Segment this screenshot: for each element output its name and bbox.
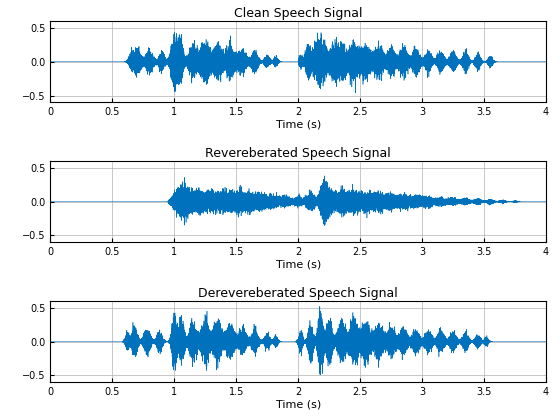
X-axis label: Time (s): Time (s)	[276, 400, 321, 410]
Title: Revereberated Speech Signal: Revereberated Speech Signal	[206, 147, 391, 160]
Title: Derevereberated Speech Signal: Derevereberated Speech Signal	[198, 287, 398, 300]
Title: Clean Speech Signal: Clean Speech Signal	[234, 7, 362, 20]
X-axis label: Time (s): Time (s)	[276, 120, 321, 130]
X-axis label: Time (s): Time (s)	[276, 260, 321, 270]
